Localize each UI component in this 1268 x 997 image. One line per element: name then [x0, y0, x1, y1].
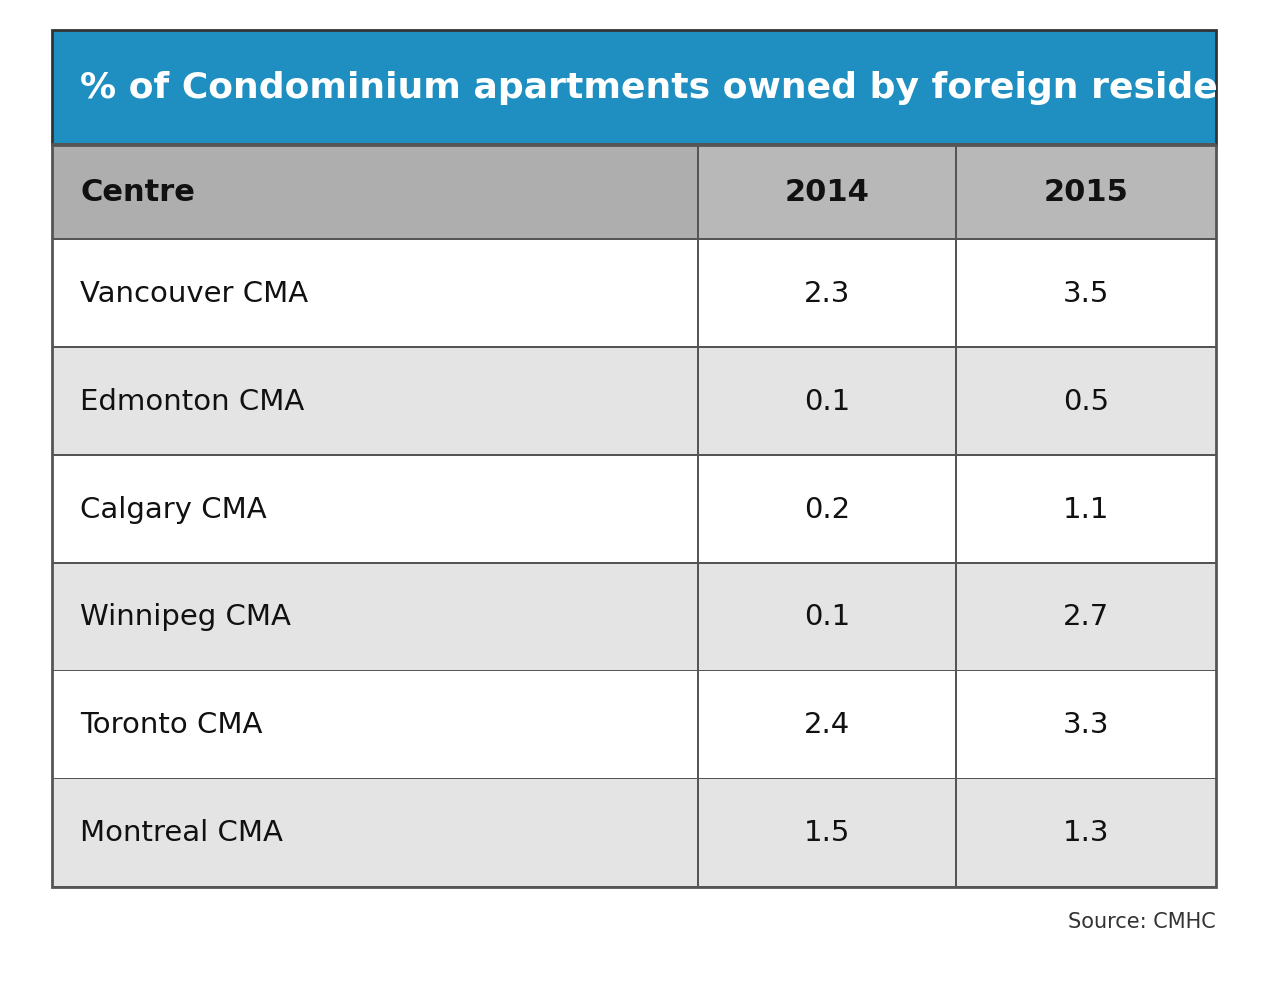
Text: 3.5: 3.5	[1063, 280, 1110, 308]
Text: Vancouver CMA: Vancouver CMA	[80, 280, 308, 308]
Text: Source: CMHC: Source: CMHC	[1068, 912, 1216, 932]
Bar	[52, 145, 1216, 149]
Bar	[52, 456, 1216, 563]
Bar	[697, 145, 956, 240]
Bar	[697, 348, 699, 456]
Text: 0.2: 0.2	[804, 496, 851, 523]
Bar	[52, 346, 1216, 348]
Bar	[52, 562, 1216, 563]
Bar	[52, 238, 1216, 240]
Text: 1.1: 1.1	[1063, 496, 1110, 523]
Bar	[697, 240, 699, 348]
Bar	[52, 240, 1216, 348]
Bar	[52, 563, 1216, 671]
Text: 2.3: 2.3	[804, 280, 851, 308]
Text: 2015: 2015	[1044, 178, 1129, 207]
Text: Winnipeg CMA: Winnipeg CMA	[80, 603, 290, 631]
Text: Montreal CMA: Montreal CMA	[80, 820, 283, 847]
Bar	[955, 145, 957, 240]
Bar	[955, 456, 957, 563]
Bar	[955, 240, 957, 348]
Text: 3.3: 3.3	[1063, 711, 1110, 739]
Text: 2.7: 2.7	[1063, 603, 1110, 631]
Bar	[52, 780, 1216, 887]
Bar	[52, 670, 1216, 671]
Bar	[697, 145, 699, 240]
Bar	[52, 30, 1216, 145]
Bar	[955, 780, 957, 887]
Text: Toronto CMA: Toronto CMA	[80, 711, 262, 739]
Text: Calgary CMA: Calgary CMA	[80, 496, 266, 523]
Bar	[956, 145, 1216, 240]
Bar	[52, 885, 1216, 887]
Bar	[52, 455, 1216, 456]
Text: 0.1: 0.1	[804, 603, 851, 631]
Text: 0.5: 0.5	[1063, 388, 1110, 416]
Text: Centre: Centre	[80, 178, 195, 207]
Text: Edmonton CMA: Edmonton CMA	[80, 388, 304, 416]
Text: 1.5: 1.5	[804, 820, 851, 847]
Text: 2.4: 2.4	[804, 711, 851, 739]
Bar	[955, 348, 957, 456]
Text: 2014: 2014	[785, 178, 870, 207]
Text: 1.3: 1.3	[1063, 820, 1110, 847]
Bar	[52, 778, 1216, 780]
Bar	[52, 145, 697, 240]
Bar	[52, 145, 1216, 887]
Bar	[955, 563, 957, 671]
Bar	[52, 671, 1216, 780]
Bar	[52, 143, 1216, 145]
Bar	[52, 348, 1216, 456]
Bar	[52, 30, 1216, 145]
Bar	[697, 671, 699, 780]
Bar	[697, 563, 699, 671]
Bar	[955, 671, 957, 780]
Bar	[697, 456, 699, 563]
Text: % of Condominium apartments owned by foreign residents: % of Condominium apartments owned by for…	[80, 71, 1268, 105]
Bar	[697, 780, 699, 887]
Text: 0.1: 0.1	[804, 388, 851, 416]
